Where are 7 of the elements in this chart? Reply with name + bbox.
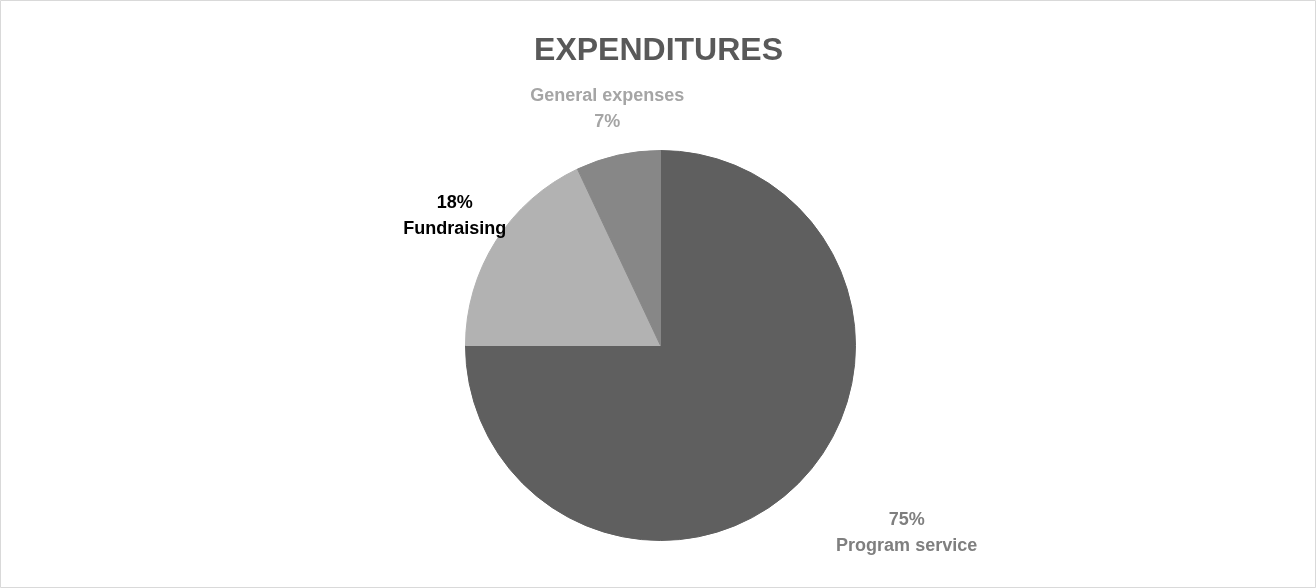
slice-label: General expenses — [530, 84, 685, 105]
slice-label: Program service — [836, 534, 978, 555]
slice-label: Fundraising — [403, 217, 507, 238]
chart-title: EXPENDITURES — [534, 30, 783, 67]
data-label: 75% — [888, 508, 925, 529]
data-label: 7% — [594, 110, 621, 131]
data-label: 18% — [436, 191, 473, 212]
